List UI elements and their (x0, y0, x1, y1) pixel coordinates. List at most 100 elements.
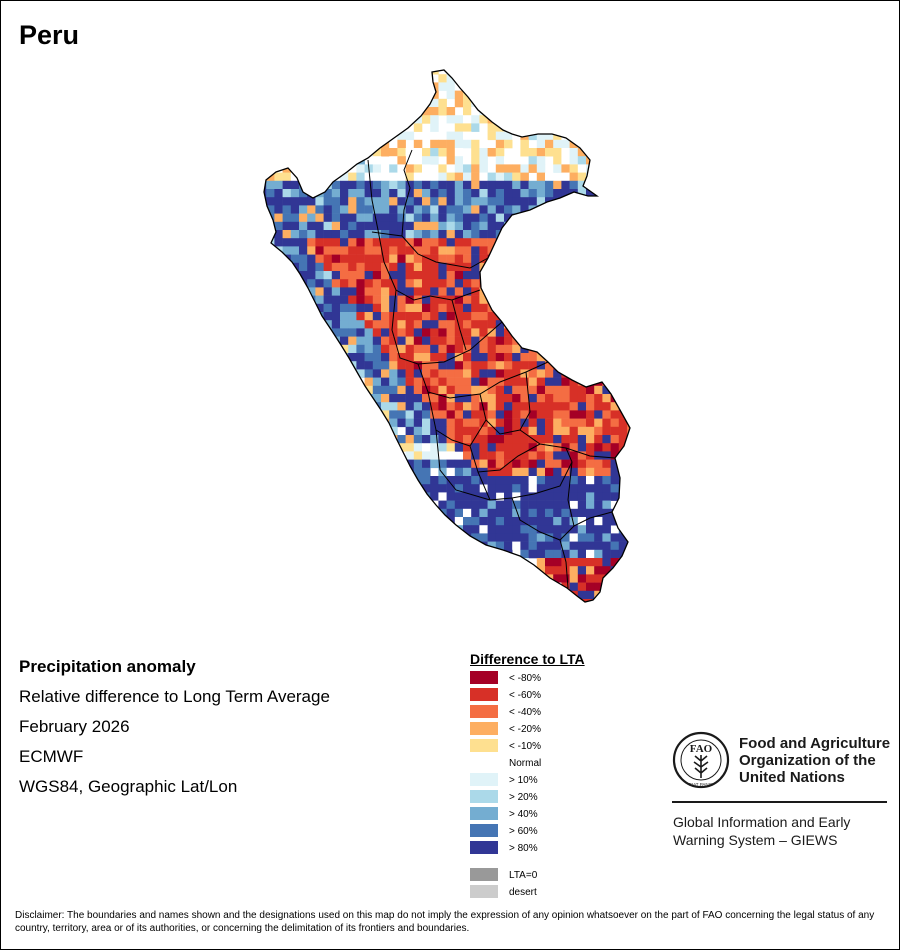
anomaly-cell (471, 148, 480, 157)
anomaly-cell (504, 303, 513, 313)
anomaly-cell (463, 508, 472, 518)
anomaly-cell (323, 156, 333, 165)
anomaly-cell (356, 385, 365, 395)
anomaly-cell (438, 590, 447, 600)
anomaly-cell (282, 213, 292, 223)
anomaly-cell (618, 344, 628, 354)
anomaly-cell (422, 410, 431, 419)
anomaly-cell (553, 246, 562, 255)
anomaly-cell (602, 320, 611, 329)
anomaly-cell (504, 566, 513, 575)
anomaly-cell (356, 402, 365, 411)
anomaly-cell (397, 221, 406, 231)
anomaly-cell (471, 82, 480, 91)
anomaly-cell (487, 410, 497, 419)
anomaly-cell (290, 484, 300, 493)
anomaly-cell (348, 271, 357, 280)
anomaly-cell (348, 476, 357, 485)
anomaly-cell (430, 238, 439, 247)
anomaly-cell (479, 230, 488, 239)
anomaly-cell (602, 131, 611, 141)
anomaly-cell (372, 90, 382, 100)
anomaly-cell (315, 590, 324, 600)
anomaly-cell (381, 279, 390, 288)
anomaly-cell (413, 394, 423, 403)
anomaly-cell (413, 369, 423, 378)
anomaly-cell (397, 353, 406, 362)
anomaly-cell (454, 549, 464, 559)
anomaly-cell (561, 385, 570, 395)
anomaly-cell (454, 254, 464, 264)
anomaly-cell (487, 467, 497, 477)
anomaly-cell (577, 459, 587, 469)
anomaly-cell (397, 287, 406, 296)
anomaly-cell (627, 180, 630, 190)
anomaly-cell (266, 410, 275, 419)
anomaly-cell (586, 180, 595, 190)
anomaly-cell (389, 566, 398, 575)
anomaly-cell (528, 574, 538, 583)
anomaly-cell (282, 566, 292, 575)
anomaly-cell (455, 607, 464, 616)
anomaly-cell (545, 500, 554, 510)
anomaly-cell (348, 328, 357, 337)
anomaly-cell (618, 500, 628, 510)
anomaly-cell (290, 336, 300, 346)
anomaly-cell (389, 476, 398, 485)
anomaly-cell (413, 271, 423, 280)
anomaly-cell (348, 336, 357, 346)
anomaly-cell (364, 279, 374, 288)
anomaly-cell (438, 254, 447, 264)
anomaly-cell (446, 410, 456, 419)
anomaly-cell (282, 377, 292, 387)
anomaly-cell (264, 189, 267, 198)
anomaly-cell (487, 205, 497, 214)
anomaly-cell (536, 484, 546, 493)
anomaly-cell (577, 82, 587, 91)
anomaly-cell (586, 238, 595, 247)
anomaly-cell (471, 139, 480, 149)
anomaly-cell (594, 70, 603, 75)
anomaly-cell (594, 607, 603, 616)
anomaly-cell (348, 394, 357, 403)
anomaly-cell (397, 336, 406, 346)
anomaly-cell (586, 607, 595, 616)
region-boundary (367, 159, 385, 263)
anomaly-cell (610, 197, 620, 206)
anomaly-cell (331, 418, 341, 428)
anomaly-cell (454, 459, 464, 469)
anomaly-cell (282, 426, 292, 436)
anomaly-cell (340, 172, 349, 182)
anomaly-cell (282, 107, 292, 116)
anomaly-cell (586, 484, 595, 493)
anomaly-cell (463, 74, 472, 83)
anomaly-cell (577, 320, 587, 329)
anomaly-cell (307, 98, 316, 108)
anomaly-cell (594, 410, 603, 419)
anomaly-cell (627, 82, 630, 91)
anomaly-cell (266, 377, 275, 387)
anomaly-cell (520, 508, 529, 518)
anomaly-cell (323, 582, 333, 592)
anomaly-cell (520, 90, 529, 100)
anomaly-cell (471, 476, 480, 485)
anomaly-cell (479, 328, 488, 337)
anomaly-cell (364, 574, 374, 583)
anomaly-cell (290, 508, 300, 518)
anomaly-cell (405, 582, 415, 592)
anomaly-cell (372, 541, 382, 551)
anomaly-cell (610, 172, 620, 182)
anomaly-cell (569, 320, 579, 329)
anomaly-cell (504, 131, 513, 141)
anomaly-cell (315, 607, 324, 616)
anomaly-cell (348, 213, 357, 223)
anomaly-cell (454, 336, 464, 346)
anomaly-cell (340, 262, 349, 272)
anomaly-cell (610, 582, 620, 592)
anomaly-cell (495, 197, 505, 206)
anomaly-cell (372, 156, 382, 165)
anomaly-cell (594, 328, 603, 337)
anomaly-cell (463, 172, 472, 182)
anomaly-cell (594, 492, 603, 501)
anomaly-cell (602, 451, 611, 460)
